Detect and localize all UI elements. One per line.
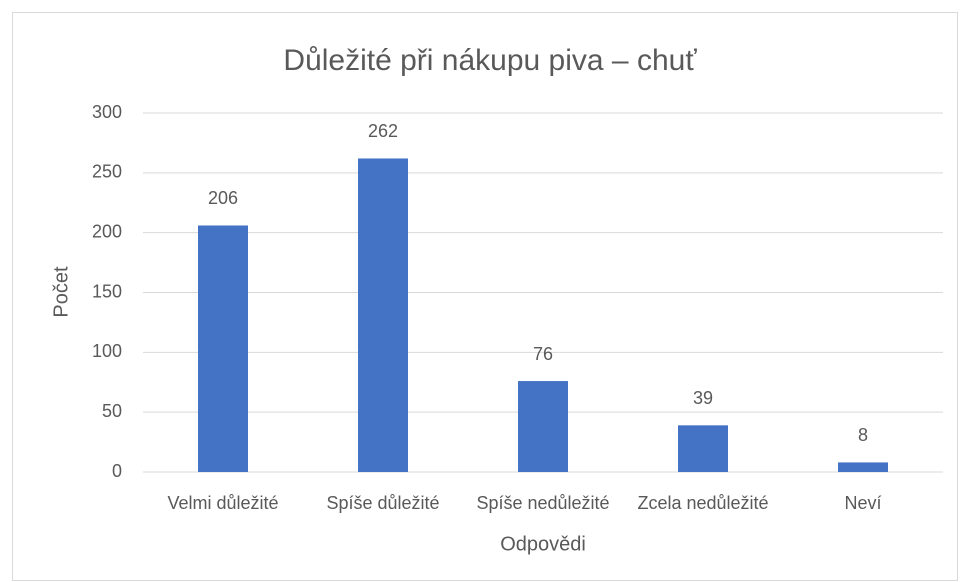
chart-title: Důležité při nákupu piva – chuť (283, 44, 697, 77)
x-tick-label: Velmi důležité (167, 493, 278, 513)
y-tick-label: 0 (112, 461, 122, 481)
y-tick-label: 300 (92, 102, 122, 122)
bar (678, 425, 728, 472)
data-label: 39 (693, 388, 713, 408)
x-axis-label: Odpovědi (500, 533, 586, 555)
bar (838, 462, 888, 472)
x-tick-label: Neví (844, 493, 881, 513)
x-tick-label: Spíše nedůležité (476, 493, 609, 513)
y-tick-label: 200 (92, 221, 122, 241)
chart-frame (12, 12, 958, 581)
y-tick-label: 50 (102, 401, 122, 421)
y-tick-label: 100 (92, 341, 122, 361)
data-label: 8 (858, 425, 868, 445)
x-tick-label: Zcela nedůležité (637, 493, 768, 513)
data-label: 206 (208, 188, 238, 208)
bar (198, 225, 248, 472)
bar (518, 381, 568, 472)
bar (358, 158, 408, 472)
y-tick-label: 150 (92, 281, 122, 301)
y-tick-label: 250 (92, 162, 122, 182)
data-label: 76 (533, 344, 553, 364)
y-axis-label: Počet (50, 266, 72, 318)
x-tick-label: Spíše důležité (326, 493, 439, 513)
data-label: 262 (368, 121, 398, 141)
